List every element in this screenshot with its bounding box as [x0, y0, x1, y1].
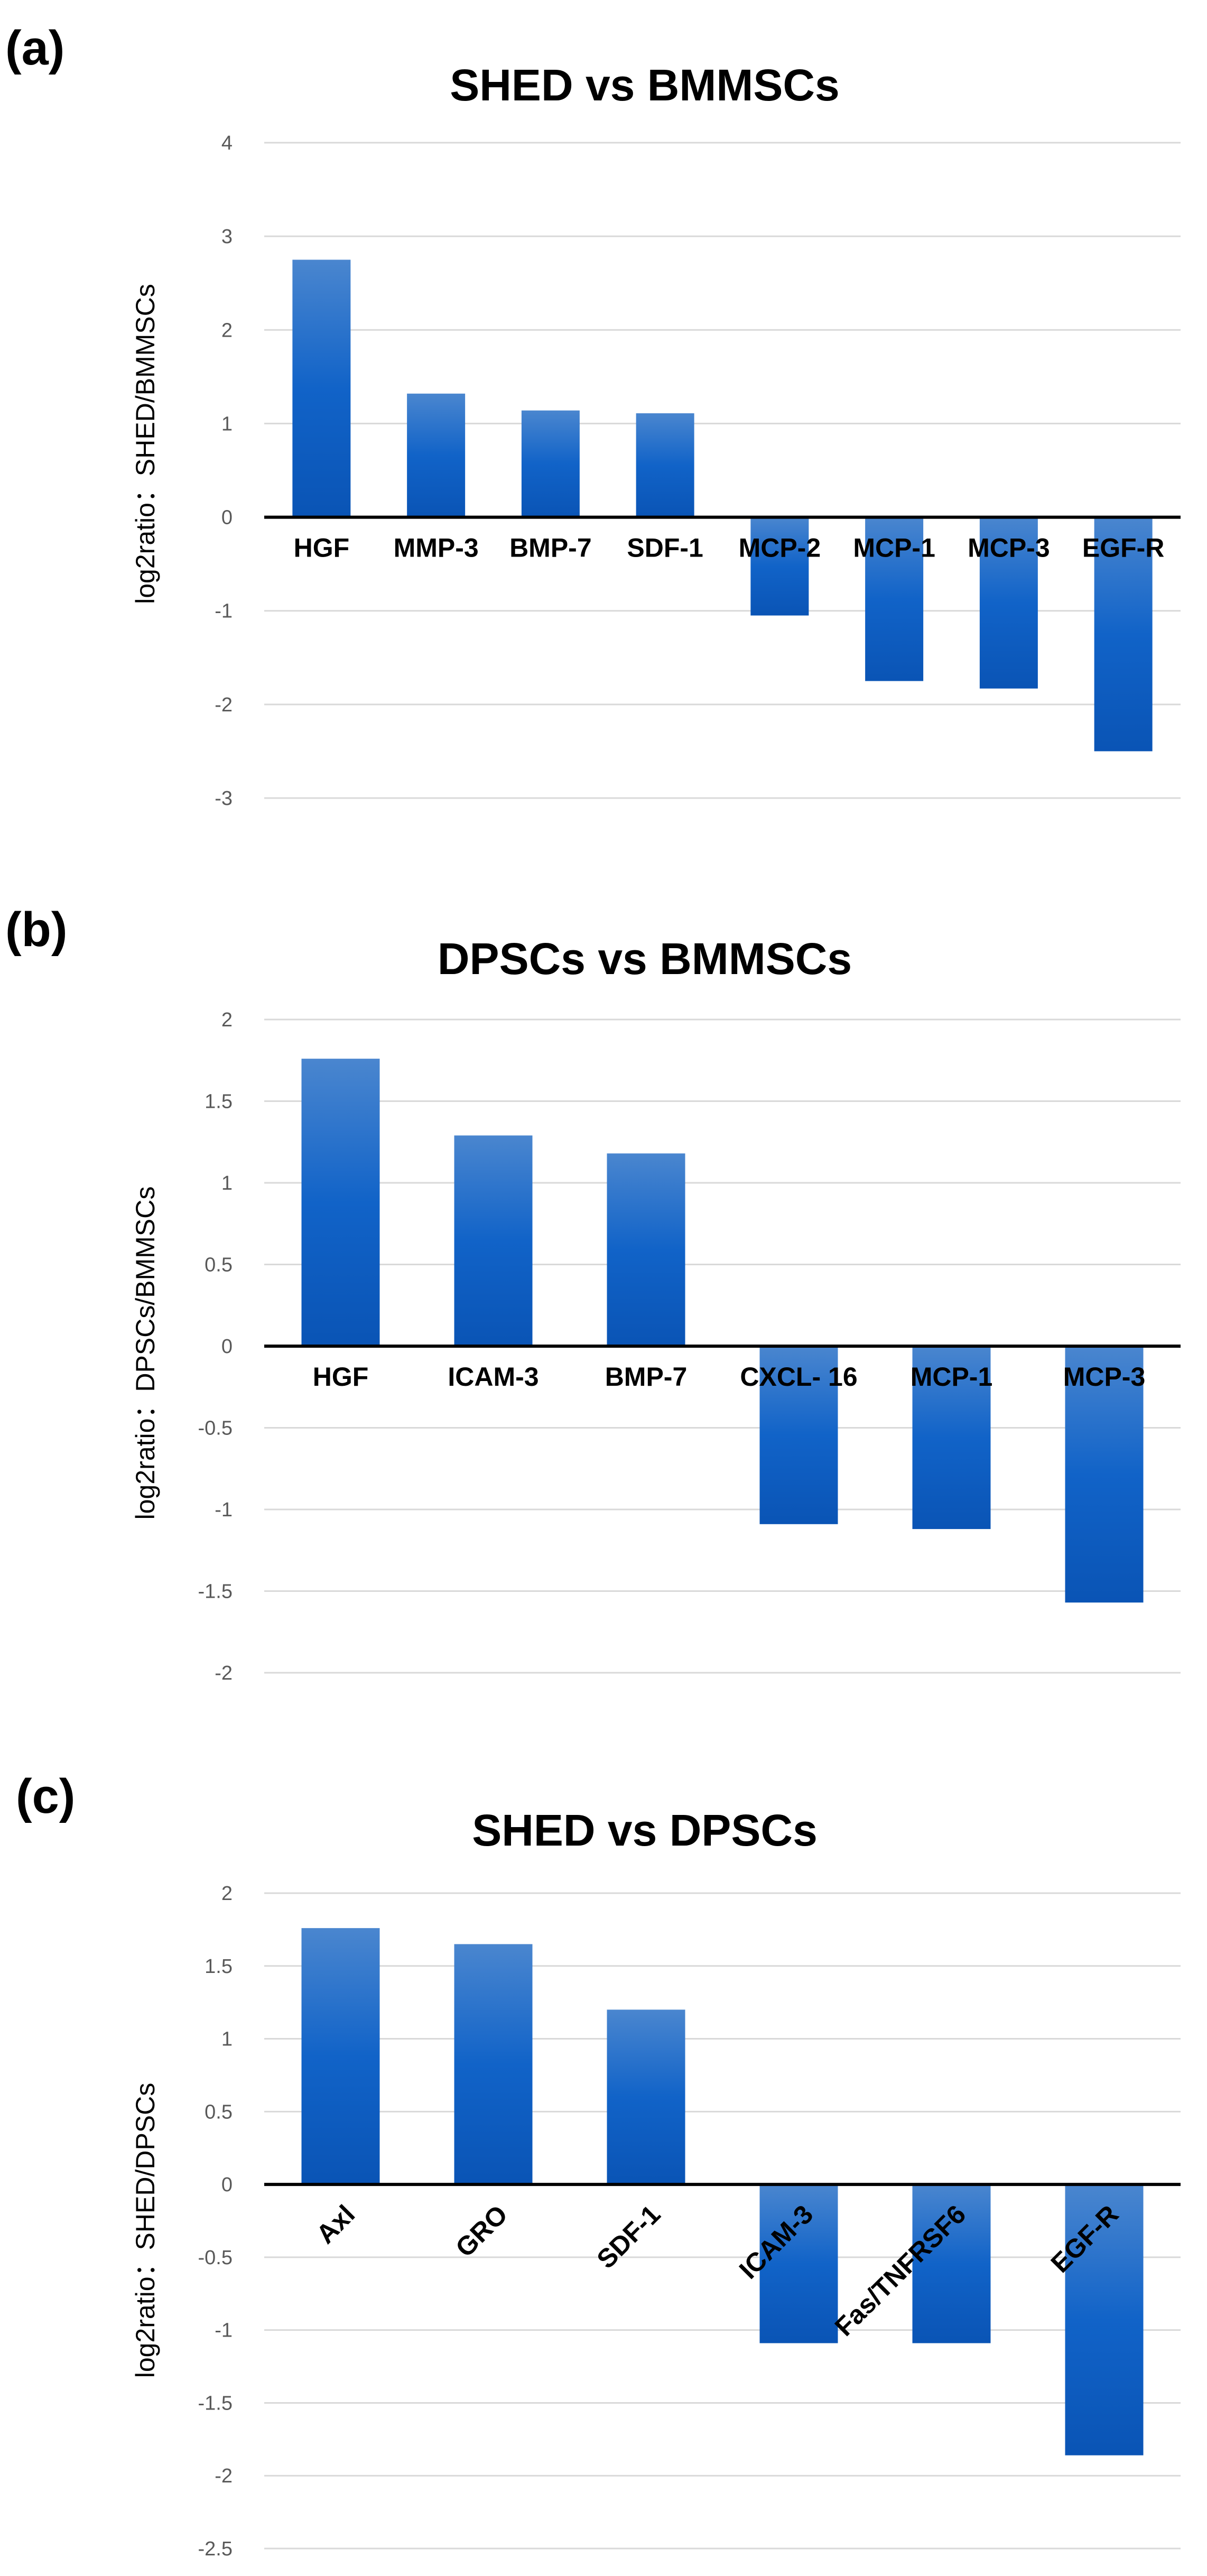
- chart-panel-c: (c) SHED vs DPSCs log2ratio：SHED/DPSCs 2…: [0, 1697, 1207, 2576]
- category-label: SDF-1: [591, 2199, 666, 2274]
- category-label: BMP-7: [509, 533, 592, 563]
- category-label: MCP-3: [968, 533, 1050, 563]
- bar-egf-r: [1065, 2184, 1144, 2455]
- y-axis-label: log2ratio：DPSCs/BMMSCs: [131, 1187, 160, 1520]
- panel-label: (a): [5, 21, 64, 75]
- y-tick-label: -1.5: [198, 2392, 233, 2414]
- y-axis-label: log2ratio：SHED/BMMSCs: [131, 284, 160, 604]
- y-tick-label: 2: [221, 319, 233, 341]
- bar-egf-r: [1094, 517, 1153, 752]
- category-label: MCP-2: [739, 533, 821, 563]
- category-label: ICAM-3: [448, 1362, 538, 1392]
- y-tick-label: -0.5: [198, 1417, 233, 1440]
- chart-title: SHED vs DPSCs: [472, 1805, 818, 1855]
- y-tick-label: 1.5: [205, 1091, 233, 1113]
- bar-chart-c: (c) SHED vs DPSCs log2ratio：SHED/DPSCs 2…: [16, 1769, 1181, 2560]
- bar-mcp-1: [865, 517, 924, 681]
- y-tick-label: -2: [215, 2465, 233, 2487]
- y-tick-label: -1: [215, 600, 233, 623]
- y-tick-label: 1: [221, 2028, 233, 2051]
- y-tick-label: 4: [221, 132, 233, 154]
- y-tick-label: -2.5: [198, 2538, 233, 2560]
- category-label: MCP-1: [853, 533, 935, 563]
- y-tick-label: 1.5: [205, 1956, 233, 1978]
- bar-bmp-7: [607, 1153, 685, 1346]
- y-axis-label: log2ratio：SHED/DPSCs: [131, 2083, 160, 2378]
- y-tick-label: -2: [215, 1662, 233, 1684]
- y-tick-label: 0: [221, 1336, 233, 1358]
- bar-sdf-1: [607, 2009, 685, 2185]
- category-label: MMP-3: [394, 533, 479, 563]
- category-label: EGF-R: [1082, 533, 1165, 563]
- bar-mcp-3: [979, 517, 1038, 689]
- y-tick-label: -1: [215, 2320, 233, 2342]
- bar-gro: [454, 1944, 533, 2185]
- y-tick-label: -3: [215, 787, 233, 810]
- y-tick-label: 0.5: [205, 2101, 233, 2123]
- category-label: CXCL- 16: [740, 1362, 857, 1392]
- bar-icam-3: [454, 1135, 533, 1346]
- category-label: HGF: [294, 533, 350, 563]
- bar-fas-tnfrsf6: [912, 2184, 991, 2343]
- y-tick-label: -2: [215, 694, 233, 716]
- category-label: BMP-7: [605, 1362, 688, 1392]
- category-label: Axl: [311, 2199, 361, 2249]
- y-tick-label: -0.5: [198, 2247, 233, 2269]
- y-tick-label: 2: [221, 1009, 233, 1031]
- category-label: MCP-3: [1063, 1362, 1146, 1392]
- y-tick-label: -1.5: [198, 1581, 233, 1603]
- category-label: GRO: [450, 2199, 513, 2263]
- bar-mmp-3: [407, 393, 466, 517]
- y-tick-label: 0: [221, 507, 233, 529]
- y-tick-label: 1: [221, 413, 233, 435]
- y-tick-label: 1: [221, 1172, 233, 1194]
- chart-title: SHED vs BMMSCs: [450, 60, 840, 110]
- chart-title: DPSCs vs BMMSCs: [438, 934, 852, 984]
- bar-chart-a: (a) SHED vs BMMSCs log2ratio：SHED/BMMSCs…: [5, 21, 1181, 810]
- category-label: MCP-1: [911, 1362, 993, 1392]
- panel-label: (b): [5, 903, 67, 957]
- chart-panel-b: (b) DPSCs vs BMMSCs log2ratio：DPSCs/BMMS…: [0, 824, 1207, 1697]
- y-tick-label: 2: [221, 1883, 233, 1905]
- bar-icam-3: [759, 2184, 838, 2343]
- bar-hgf: [301, 1059, 380, 1346]
- bar-mcp-2: [750, 517, 809, 616]
- bar-chart-b: (b) DPSCs vs BMMSCs log2ratio：DPSCs/BMMS…: [5, 903, 1181, 1684]
- y-tick-label: 0: [221, 2174, 233, 2196]
- category-label: SDF-1: [627, 533, 703, 563]
- bar-cxcl-16: [759, 1346, 838, 1524]
- bar-mcp-1: [912, 1346, 991, 1530]
- y-tick-label: 0.5: [205, 1254, 233, 1276]
- bar-hgf: [292, 260, 351, 517]
- chart-panel-a: (a) SHED vs BMMSCs log2ratio：SHED/BMMSCs…: [0, 0, 1207, 824]
- panel-label: (c): [16, 1769, 75, 1823]
- bar-bmp-7: [521, 410, 580, 517]
- y-tick-label: 3: [221, 226, 233, 248]
- y-tick-label: -1: [215, 1499, 233, 1521]
- bar-sdf-1: [636, 413, 694, 517]
- category-label: HGF: [313, 1362, 369, 1392]
- bar-axl: [301, 1928, 380, 2185]
- bar-mcp-3: [1065, 1346, 1144, 1603]
